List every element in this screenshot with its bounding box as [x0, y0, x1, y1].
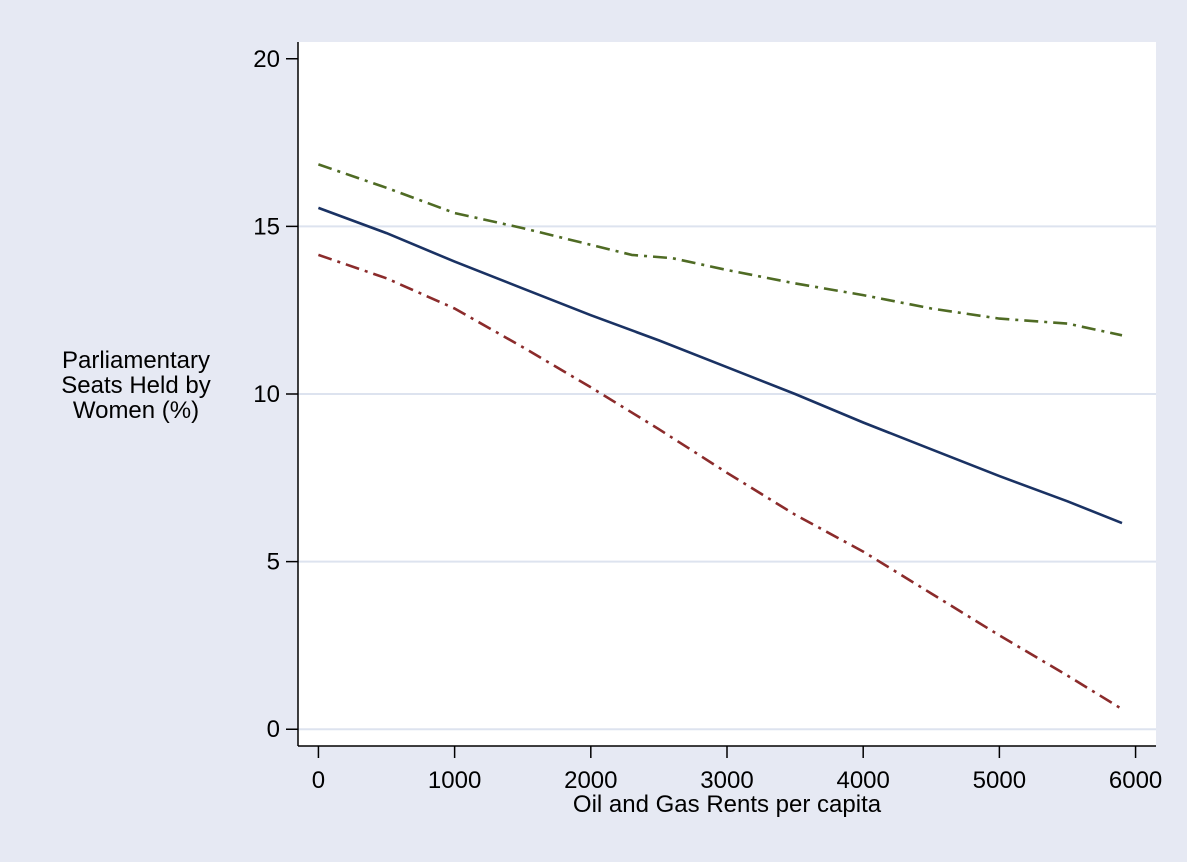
x-tick-label: 1000: [428, 767, 481, 794]
y-axis-title-line: Seats Held by: [61, 372, 210, 399]
x-axis-title: Oil and Gas Rents per capita: [573, 791, 882, 818]
y-axis-title-line: Women (%): [73, 397, 199, 424]
series-group: [317, 163, 1123, 711]
axes: [286, 42, 1156, 758]
x-tick-label: 6000: [1109, 767, 1162, 794]
series-line-estimate: [317, 206, 1123, 525]
y-axis-title-line: Parliamentary: [62, 347, 210, 374]
series-line-upper-bound: [317, 163, 1123, 337]
x-tick-label: 5000: [973, 767, 1026, 794]
x-tick-label: 2000: [564, 767, 617, 794]
series-line-lower-bound: [317, 253, 1123, 711]
y-tick-label: 0: [267, 716, 280, 743]
x-tick-label: 3000: [700, 767, 753, 794]
y-tick-label: 15: [253, 213, 280, 240]
labels: 0 5 10 15 20 0 1000 2000 3000 4000 5000 6000 Oil and…: [61, 46, 1162, 818]
y-tick-label: 10: [253, 381, 280, 408]
y-tick-label: 5: [267, 549, 280, 576]
x-tick-label: 0: [312, 767, 325, 794]
gridlines: [298, 225, 1156, 731]
y-tick-label: 20: [253, 46, 280, 73]
x-tick-label: 4000: [836, 767, 889, 794]
